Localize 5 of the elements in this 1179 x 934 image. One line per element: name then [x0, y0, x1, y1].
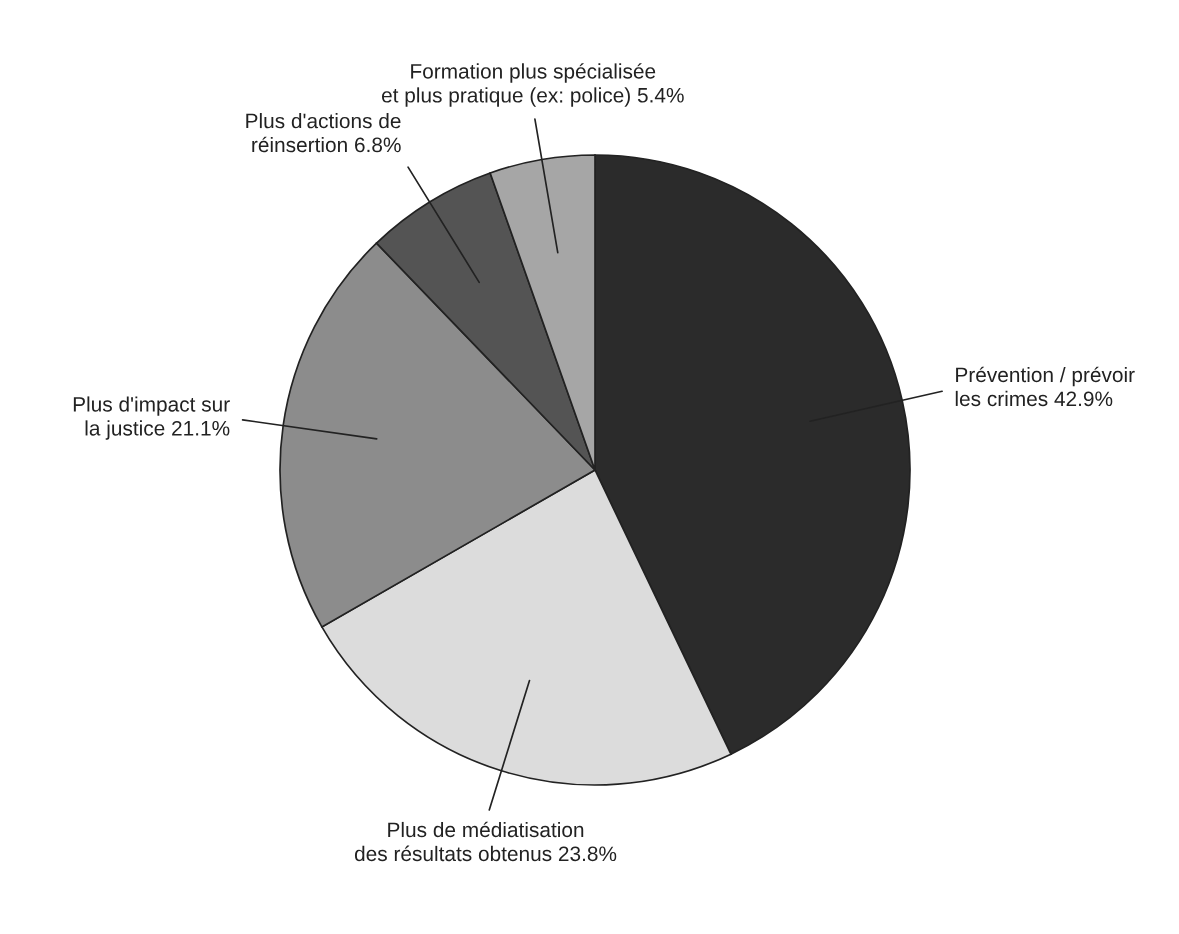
slice-label: Plus de médiatisation des résultats obtenus 23.8%	[354, 821, 617, 862]
slice-label: Plus d'impact sur la justice 21.1%	[73, 396, 230, 440]
slice-label: Prévention / prévoir les crimes 42.9%	[955, 366, 1135, 407]
slice-label: Plus d'actions de réinsertion 6.8%	[246, 113, 401, 153]
slice-label: Formation plus spécialisée et plus pratique (ex: police) 5.4%	[381, 63, 684, 107]
